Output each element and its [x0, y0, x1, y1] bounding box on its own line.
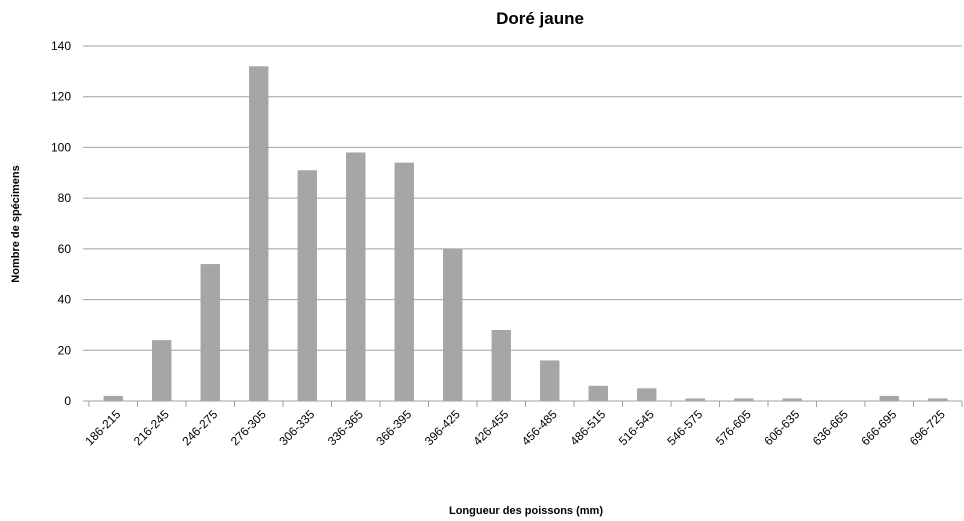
x-tick-label: 486-515	[567, 407, 608, 448]
x-tick-label: 516-545	[616, 407, 657, 448]
bar	[685, 398, 705, 401]
x-tick-label: 186-215	[82, 407, 123, 448]
x-tick-label: 666-695	[858, 407, 899, 448]
x-tick-label: 456-485	[519, 407, 560, 448]
bar	[782, 398, 802, 401]
bar	[394, 162, 414, 401]
x-tick-label: 336-365	[325, 407, 366, 448]
x-tick-label: 696-725	[907, 407, 948, 448]
x-tick-label: 636-665	[810, 407, 851, 448]
bar	[879, 395, 899, 401]
x-tick-label: 306-335	[276, 407, 317, 448]
y-tick-label: 60	[58, 242, 72, 256]
bar	[734, 398, 754, 401]
y-tick-label: 100	[51, 140, 71, 154]
bar	[103, 395, 123, 401]
bar	[443, 248, 463, 401]
x-axis-title: Longueur des poissons (mm)	[449, 505, 603, 517]
x-tick-label: 396-425	[422, 407, 463, 448]
y-axis-title: Nombre de spécimens	[10, 165, 22, 282]
bar	[928, 398, 948, 401]
bar	[297, 170, 317, 401]
y-tick-label: 20	[58, 343, 72, 357]
x-tick-label: 216-245	[131, 407, 172, 448]
y-tick-label: 0	[64, 394, 71, 408]
chart-title: Doré jaune	[496, 9, 584, 28]
y-tick-label: 140	[51, 39, 71, 53]
bar	[588, 385, 608, 401]
bar	[491, 330, 511, 401]
bar	[152, 340, 172, 401]
x-tick-label: 576-605	[713, 407, 754, 448]
bar	[637, 388, 657, 401]
x-tick-label: 246-275	[179, 407, 220, 448]
y-tick-label: 40	[58, 293, 72, 307]
x-tick-label: 366-395	[373, 407, 414, 448]
bar	[200, 264, 220, 401]
bar	[249, 66, 269, 402]
bar	[540, 360, 560, 401]
y-tick-label: 120	[51, 90, 71, 104]
x-tick-label: 426-455	[470, 407, 511, 448]
x-tick-label: 546-575	[664, 407, 705, 448]
x-tick-label: 276-305	[228, 407, 269, 448]
bar	[346, 152, 366, 401]
x-tick-label: 606-635	[761, 407, 802, 448]
y-tick-label: 80	[58, 191, 72, 205]
